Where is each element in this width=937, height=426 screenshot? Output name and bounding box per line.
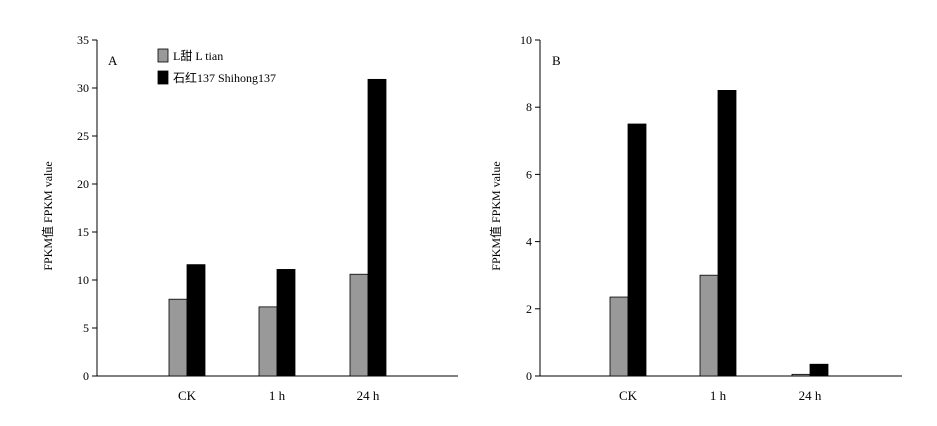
bar-series1-2 (349, 273, 369, 377)
y-tick-label: 10 (520, 33, 532, 47)
x-tick-label: 1 h (710, 388, 727, 403)
panel-B: 0 2 4 6 8 10 FPKM值 FPKM value B CK 1 h 24 h (488, 33, 902, 403)
y-tick-label: 15 (77, 225, 89, 239)
x-tick-label: CK (619, 388, 638, 403)
bar-series2-2 (809, 363, 829, 377)
bar-series1-1 (258, 306, 278, 377)
y-tick-label: 0 (83, 369, 89, 383)
y-tick-label: 25 (77, 129, 89, 143)
y-tick-label: 35 (77, 33, 89, 47)
y-tick-label: 5 (83, 321, 89, 335)
panel-A: 0 5 10 15 20 25 30 35 FPKM值 FPKM value A CK 1 h 24 h… (40, 33, 458, 403)
y-tick-label: 30 (77, 81, 89, 95)
y-axis-label: FPKM值 FPKM value (40, 161, 55, 270)
y-tick-label: 2 (526, 302, 532, 316)
y-tick-label: 6 (526, 167, 532, 181)
y-tick-label: 4 (526, 235, 532, 249)
x-tick-label: CK (178, 388, 197, 403)
y-tick-label: 10 (77, 273, 89, 287)
bar-series1-0 (168, 298, 188, 377)
y-axis-label: FPKM值 FPKM value (488, 161, 503, 270)
y-tick-label: 20 (77, 177, 89, 191)
legend-swatch (157, 48, 169, 63)
bar-series1-0 (609, 296, 629, 377)
bar-series1-2 (791, 373, 811, 377)
bar-series2-0 (627, 123, 647, 377)
bar-series1-1 (699, 274, 719, 377)
x-tick-label: 1 h (269, 388, 286, 403)
bar-series2-1 (717, 90, 737, 377)
bar-series2-2 (367, 78, 387, 377)
legend-label: L甜 L tian (173, 49, 223, 63)
bar-series2-0 (186, 264, 206, 377)
panel-label: A (108, 53, 118, 68)
legend-label: 石红137 Shihong137 (173, 70, 276, 85)
y-tick-label: 0 (526, 369, 532, 383)
bar-series2-1 (276, 269, 296, 377)
panel-label: B (552, 53, 561, 68)
x-tick-label: 24 h (799, 388, 822, 403)
legend-swatch (157, 70, 169, 85)
x-tick-label: 24 h (357, 388, 380, 403)
y-tick-label: 8 (526, 100, 532, 114)
